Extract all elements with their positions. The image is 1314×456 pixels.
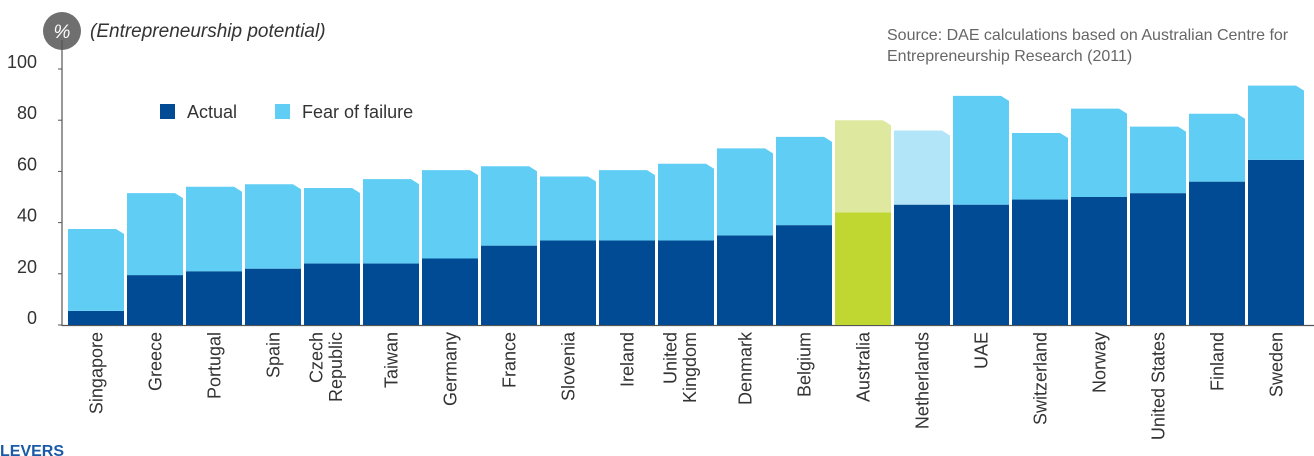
bar-segment xyxy=(835,212,891,325)
x-tick-label: Spain xyxy=(263,332,283,378)
x-tick-label: Taiwan xyxy=(381,332,401,388)
source-line: Entrepreneurship Research (2011) xyxy=(887,48,1132,65)
bar-segment xyxy=(422,170,478,259)
x-tick-label: United States xyxy=(1148,332,1168,440)
x-tick-label: UnitedKingdom xyxy=(660,332,700,403)
bar-segment xyxy=(1012,133,1068,200)
x-tick-label: Finland xyxy=(1207,332,1227,391)
y-tick-label: 100 xyxy=(7,52,37,72)
x-tick-label: Germany xyxy=(440,332,460,406)
subtitle: (Entrepreneurship potential) xyxy=(90,21,326,42)
legend-swatch xyxy=(160,104,175,119)
x-tick-label: Ireland xyxy=(617,332,637,387)
x-tick-label-line: Kingdom xyxy=(680,332,700,403)
bar-segment xyxy=(363,263,419,325)
x-tick-label: Switzerland xyxy=(1030,332,1050,425)
unit-badge xyxy=(43,12,81,50)
y-tick-label: 60 xyxy=(17,154,37,174)
bar-segment xyxy=(481,245,537,325)
bar-segment xyxy=(1189,113,1245,182)
bar-segment xyxy=(953,204,1009,325)
bar-segment xyxy=(363,179,419,264)
legend-swatch xyxy=(275,104,291,119)
bar-segment xyxy=(68,310,124,325)
footer: LEVERS xyxy=(0,443,64,456)
x-tick-label: CzechRepublic xyxy=(306,332,346,402)
bar-segment xyxy=(186,186,242,272)
bar-segment xyxy=(127,193,183,276)
x-tick-label: Slovenia xyxy=(558,331,578,401)
bar-segment xyxy=(481,166,537,246)
x-tick-label: Denmark xyxy=(735,331,755,405)
bar-segment xyxy=(953,95,1009,205)
bar-segment xyxy=(776,136,832,226)
bar-segment xyxy=(245,184,301,269)
bar-segment xyxy=(1012,199,1068,325)
bar-segment xyxy=(1130,193,1186,325)
x-tick-label: Sweden xyxy=(1266,332,1286,397)
bar-segment xyxy=(68,229,124,311)
unit-badge-label: % xyxy=(54,22,71,43)
x-tick-label-line: Republic xyxy=(326,332,346,402)
bar-segment xyxy=(1071,108,1127,197)
bar-segment xyxy=(422,258,478,325)
x-tick-label: Greece xyxy=(145,332,165,391)
bar-segment xyxy=(599,170,655,241)
bar-segment xyxy=(658,240,714,325)
bar-segment xyxy=(1248,85,1304,160)
x-tick-label-line: Czech xyxy=(306,332,326,383)
y-tick-label: 0 xyxy=(27,308,37,328)
y-tick-label: 80 xyxy=(17,103,37,123)
bar-segment xyxy=(894,130,950,205)
legend-label: Actual xyxy=(187,102,237,122)
x-tick-label: Portugal xyxy=(204,332,224,399)
x-tick-label-line: United xyxy=(660,332,680,384)
bar-segment xyxy=(1248,159,1304,325)
x-tick-label: Singapore xyxy=(86,332,106,414)
x-tick-label: UAE xyxy=(971,332,991,369)
source-line: Source: DAE calculations based on Austra… xyxy=(887,27,1289,44)
bar-segment xyxy=(245,268,301,325)
x-tick-label: Belgium xyxy=(794,332,814,397)
y-tick-label: 20 xyxy=(17,257,37,277)
y-tick-label: 40 xyxy=(17,206,37,226)
bar-segment xyxy=(1130,126,1186,194)
bar-segment xyxy=(304,263,360,325)
bar-segment xyxy=(127,275,183,325)
bar-segment xyxy=(1071,197,1127,325)
x-tick-label: France xyxy=(499,332,519,388)
bar-segment xyxy=(540,176,596,241)
bar-segment xyxy=(894,204,950,325)
bar-segment xyxy=(540,240,596,325)
bar-segment xyxy=(776,225,832,325)
x-tick-label: Norway xyxy=(1089,332,1109,393)
bar-segment xyxy=(1189,181,1245,325)
bar-segment xyxy=(304,188,360,264)
bar-segment xyxy=(599,240,655,325)
legend-label: Fear of failure xyxy=(302,102,413,122)
x-tick-label: Netherlands xyxy=(912,332,932,429)
bar-segment xyxy=(717,235,773,325)
x-tick-label: Australia xyxy=(853,331,873,402)
bar-segment xyxy=(658,163,714,241)
bar-segment xyxy=(835,120,891,213)
bar-segment xyxy=(717,148,773,236)
bar-segment xyxy=(186,271,242,325)
